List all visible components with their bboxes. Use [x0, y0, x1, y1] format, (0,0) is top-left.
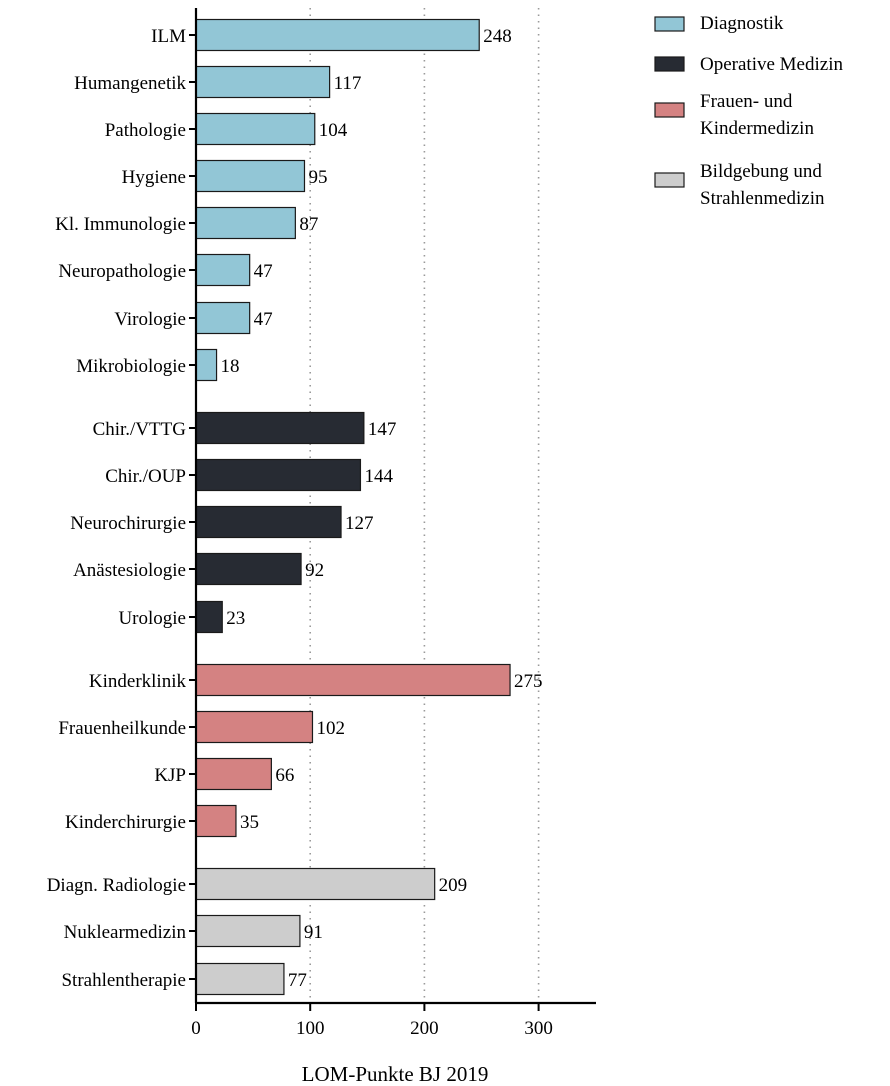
x-tick-label-100: 100: [296, 1018, 325, 1039]
x-tick-label-300: 300: [524, 1018, 553, 1039]
category-label-nuklearmedizin: Nuklearmedizin: [64, 922, 187, 943]
legend-swatch-2: [655, 57, 684, 71]
category-label-kinderchirurgie: Kinderchirurgie: [65, 812, 186, 833]
category-label-kinderklinik: Kinderklinik: [89, 671, 187, 692]
bar-frauenheilkunde: [196, 712, 312, 743]
value-label-chir-vttg: 147: [368, 419, 397, 440]
bar-mikrobiologie: [196, 350, 217, 381]
x-axis-title: LOM-Punkte BJ 2019: [302, 1062, 489, 1086]
bars: 248 117 104 95 87 47 47 18 147 144 127 92 23 275 102 66…: [196, 20, 543, 995]
value-label-ilm: 248: [483, 26, 512, 47]
value-label-pathologie: 104: [319, 120, 348, 141]
bar-pathologie: [196, 114, 315, 145]
category-label-neurochirurgie: Neurochirurgie: [70, 513, 186, 534]
legend-label-4: Bildgebung und: [700, 161, 822, 182]
x-tick-label-200: 200: [410, 1018, 439, 1039]
category-label-diagn-radiologie: Diagn. Radiologie: [47, 875, 186, 896]
category-label-virologie: Virologie: [114, 309, 186, 330]
bar-nuklearmedizin: [196, 916, 300, 947]
category-label-neuropathologie: Neuropathologie: [58, 261, 186, 282]
bar-ilm: [196, 20, 479, 51]
legend-swatch-4: [655, 173, 684, 187]
value-label-diagn-radiologie: 209: [439, 875, 468, 896]
category-label-pathologie: Pathologie: [105, 120, 186, 141]
bar-diagn-radiologie: [196, 869, 435, 900]
value-label-nuklearmedizin: 91: [304, 922, 323, 943]
bar-hygiene: [196, 161, 304, 192]
bar-neuropathologie: [196, 255, 250, 286]
bar-kinderchirurgie: [196, 806, 236, 837]
value-label-kl-immunologie: 87: [299, 214, 318, 235]
category-label-humangenetik: Humangenetik: [74, 73, 186, 94]
value-label-an-stesiologie: 92: [305, 560, 324, 581]
value-label-kinderklinik: 275: [514, 671, 543, 692]
category-label-chir-vttg: Chir./VTTG: [93, 419, 187, 440]
legend-label-3: Frauen- und: [700, 91, 793, 112]
value-label-neurochirurgie: 127: [345, 513, 374, 534]
legend-label-3: Kindermedizin: [700, 118, 814, 139]
bar-virologie: [196, 303, 250, 334]
value-label-neuropathologie: 47: [254, 261, 273, 282]
bar-kinderklinik: [196, 665, 510, 696]
category-label-kl-immunologie: Kl. Immunologie: [55, 214, 186, 235]
legend-swatch-1: [655, 17, 684, 31]
value-label-hygiene: 95: [308, 167, 327, 188]
bar-urologie: [196, 602, 222, 633]
value-label-kjp: 66: [275, 765, 294, 786]
category-label-mikrobiologie: Mikrobiologie: [76, 356, 186, 377]
x-tick-label-0: 0: [191, 1018, 201, 1039]
category-label-chir-oup: Chir./OUP: [105, 466, 186, 487]
category-label-frauenheilkunde: Frauenheilkunde: [58, 718, 186, 739]
category-label-kjp: KJP: [154, 765, 186, 786]
category-label-urologie: Urologie: [118, 608, 186, 629]
bar-chir-vttg: [196, 413, 364, 444]
value-label-chir-oup: 144: [364, 466, 393, 487]
value-label-urologie: 23: [226, 608, 245, 629]
value-label-strahlentherapie: 77: [288, 970, 307, 991]
bar-kjp: [196, 759, 271, 790]
value-label-humangenetik: 117: [334, 73, 362, 94]
legend-label-1: Diagnostik: [700, 13, 784, 34]
bar-humangenetik: [196, 67, 330, 98]
category-label-ilm: ILM: [151, 26, 186, 47]
value-label-virologie: 47: [254, 309, 273, 330]
bar-kl-immunologie: [196, 208, 295, 239]
bar-neurochirurgie: [196, 507, 341, 538]
legend-swatch-3: [655, 103, 684, 117]
bar-an-stesiologie: [196, 554, 301, 585]
bar-chir-oup: [196, 460, 360, 491]
category-label-strahlentherapie: Strahlentherapie: [61, 970, 186, 991]
legend: Diagnostik Operative Medizin Frauen- und Ki…: [655, 13, 843, 209]
category-label-an-stesiologie: Anästesiologie: [73, 560, 186, 581]
legend-label-4: Strahlenmedizin: [700, 188, 825, 209]
value-label-mikrobiologie: 18: [221, 356, 240, 377]
value-label-kinderchirurgie: 35: [240, 812, 259, 833]
grid-lines: [310, 8, 538, 1003]
bar-strahlentherapie: [196, 964, 284, 995]
value-label-frauenheilkunde: 102: [316, 718, 345, 739]
category-label-hygiene: Hygiene: [122, 167, 186, 188]
legend-label-2: Operative Medizin: [700, 54, 843, 75]
